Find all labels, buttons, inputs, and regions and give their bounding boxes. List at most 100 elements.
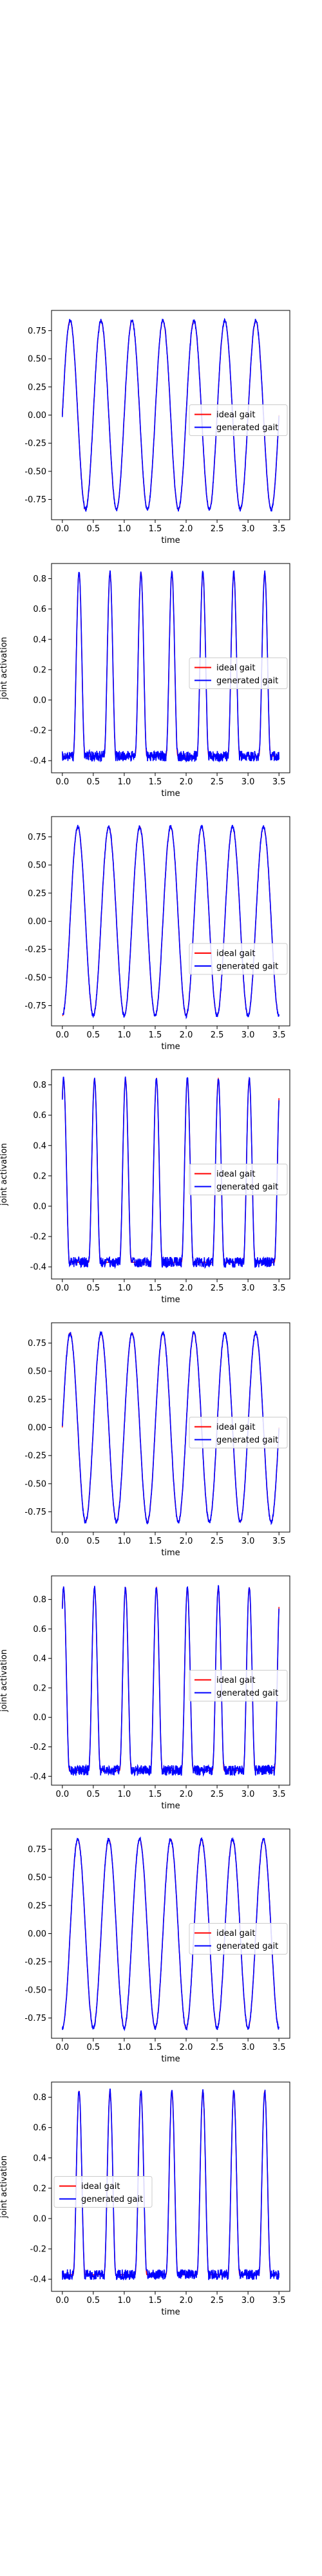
chart-panel-1: 0.0 0.5 1.0 1.5 2.0 2.5 3.0 3.5 0.75 0.50 0.25 0.00… (24, 310, 290, 545)
x-tick-label: 0.0 (55, 1283, 69, 1293)
plot-frame (51, 2081, 290, 2292)
x-tick-label: 1.0 (118, 1537, 131, 1546)
x-tick-label: 2.5 (211, 1283, 224, 1293)
y-tick-label: 0.00 (28, 1929, 46, 1939)
x-tick-label: 0.5 (87, 524, 100, 534)
legend: ideal gait generated gait (189, 658, 288, 689)
x-tick-label: 3.5 (272, 777, 286, 787)
chart-panel-3: 0.0 0.5 1.0 1.5 2.0 2.5 3.0 3.5 0.75 0.50 0.25 0.00… (24, 816, 290, 1052)
y-tick-label: 0.25 (28, 1395, 46, 1405)
series-generated-gait (62, 1331, 279, 1526)
x-tick-label: 0.0 (55, 2043, 69, 2052)
y-axis-label: joint activation (0, 637, 9, 700)
legend-label: generated gait (216, 1942, 278, 1951)
x-axis-label: time (161, 536, 180, 545)
y-tick-label: 0.25 (28, 889, 46, 898)
y-tick-label: -0.2 (30, 1743, 46, 1752)
y-tick-label: -0.2 (30, 726, 46, 736)
x-tick-label: 3.0 (242, 524, 255, 534)
x-tick-label: 0.5 (87, 2043, 100, 2052)
x-axis-label: time (161, 1548, 180, 1558)
x-tick-label: 2.0 (180, 1537, 193, 1546)
y-tick-label: 0.8 (33, 1081, 46, 1090)
legend-label: ideal gait (216, 410, 256, 420)
legend-label: ideal gait (216, 1676, 256, 1685)
x-tick-label: 3.0 (242, 1283, 255, 1293)
y-tick-label: -0.50 (24, 1479, 46, 1489)
x-tick-label: 0.0 (55, 777, 69, 787)
x-tick-label: 0.0 (55, 2296, 69, 2306)
legend-label: generated gait (216, 1182, 278, 1192)
x-tick-label: 0.5 (87, 777, 100, 787)
x-axis-label: time (161, 1801, 180, 1811)
legend: ideal gait generated gait (53, 2176, 153, 2208)
x-tick-label: 1.0 (118, 2043, 131, 2052)
x-tick-label: 2.0 (180, 1030, 193, 1040)
x-tick-label: 0.5 (87, 2296, 100, 2306)
x-tick-label: 2.5 (211, 2296, 224, 2306)
legend-label: ideal gait (216, 1929, 256, 1938)
x-axis-label: time (161, 1295, 180, 1305)
x-tick-label: 1.5 (149, 524, 162, 534)
x-tick-label: 3.0 (242, 1030, 255, 1040)
legend-box (189, 1417, 288, 1448)
legend-label: ideal gait (216, 949, 256, 959)
x-tick-label: 1.5 (149, 1790, 162, 1799)
y-tick-label: 0.2 (33, 2184, 46, 2193)
y-tick-label: -0.25 (24, 1452, 46, 1461)
y-tick-label: 0.6 (33, 1625, 46, 1634)
y-tick-label: -0.4 (30, 2275, 46, 2285)
legend: ideal gait generated gait (189, 404, 288, 436)
x-tick-label: 2.5 (211, 2043, 224, 2052)
x-tick-label: 3.5 (272, 1030, 286, 1040)
x-tick-label: 3.5 (272, 1283, 286, 1293)
x-tick-label: 0.5 (87, 1790, 100, 1799)
x-tick-label: 0.0 (55, 1030, 69, 1040)
x-tick-label: 0.0 (55, 1790, 69, 1799)
series-generated-gait (62, 317, 279, 512)
chart-panel-4: 0.0 0.5 1.0 1.5 2.0 2.5 3.0 3.50.80.60.40.20.0-… (0, 1069, 290, 1305)
legend-label: generated gait (216, 423, 278, 433)
series-generated-gait (62, 1585, 279, 1777)
y-tick-label: 0.75 (28, 833, 46, 842)
x-tick-label: 3.0 (242, 2043, 255, 2052)
legend-label: generated gait (81, 2195, 143, 2204)
legend-box (189, 1164, 288, 1195)
y-axis-label: joint activation (0, 2155, 9, 2219)
legend: ideal gait generated gait (189, 1923, 288, 1955)
x-tick-label: 2.5 (211, 1030, 224, 1040)
y-tick-label: 0.50 (28, 1367, 46, 1377)
y-tick-label: 0.00 (28, 917, 46, 927)
y-tick-label: 0.4 (33, 635, 46, 645)
y-tick-label: 0.50 (28, 861, 46, 871)
x-tick-label: 2.0 (180, 1790, 193, 1799)
series-generated-gait (62, 2088, 279, 2281)
legend-label: generated gait (216, 676, 278, 686)
y-tick-label: -0.75 (24, 1001, 46, 1011)
x-tick-label: 1.5 (149, 2043, 162, 2052)
y-axis-label: joint activation (0, 1649, 9, 1712)
x-tick-label: 1.5 (149, 1030, 162, 1040)
y-tick-label: -0.4 (30, 1263, 46, 1273)
x-tick-label: 2.5 (211, 777, 224, 787)
y-tick-label: 0.8 (33, 2093, 46, 2103)
y-tick-label: 0.75 (28, 327, 46, 336)
legend: ideal gait generated gait (189, 943, 288, 975)
y-tick-label: 0.50 (28, 1873, 46, 1883)
x-tick-label: 1.5 (149, 1283, 162, 1293)
series-generated-gait (62, 570, 279, 763)
legend-label: generated gait (216, 1435, 278, 1445)
y-tick-label: 0.8 (33, 574, 46, 584)
x-tick-label: 3.0 (242, 777, 255, 787)
y-tick-label: 0.75 (28, 1845, 46, 1855)
legend: ideal gait generated gait (189, 1670, 288, 1701)
x-axis-label: time (161, 2307, 180, 2317)
y-tick-label: 0.00 (28, 1423, 46, 1433)
y-tick-label: 0.0 (33, 696, 46, 705)
x-tick-label: 0.0 (55, 1537, 69, 1546)
x-tick-label: 1.0 (118, 1030, 131, 1040)
y-tick-label: 0.2 (33, 1683, 46, 1693)
legend: ideal gait generated gait (189, 1164, 288, 1195)
plot-frame (51, 816, 290, 1027)
